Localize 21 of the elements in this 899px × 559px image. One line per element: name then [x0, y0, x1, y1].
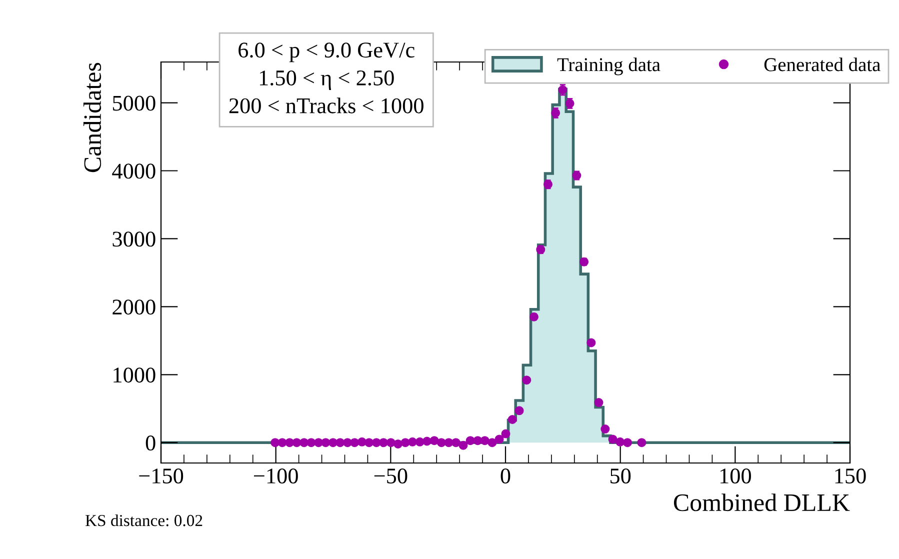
y-tick-label: 3000: [112, 232, 156, 247]
y-axis-title: Candidates: [83, 62, 102, 172]
x-tick-label: 0: [500, 468, 510, 484]
y-tick-label: 0: [146, 436, 156, 451]
x-tick-label: −150: [139, 468, 184, 484]
y-tick-label: 5000: [112, 96, 156, 111]
legend-label: Training data: [557, 58, 660, 76]
y-tick-label: 1000: [114, 368, 156, 383]
text: KS distance: 0.02: [85, 514, 202, 526]
x-tick-label: 50: [610, 468, 631, 484]
y-tick-label: 2000: [112, 300, 156, 315]
annotation: 200 < nTracks < 1000: [229, 98, 424, 114]
x-tick-label: −100: [254, 468, 298, 484]
legend-label: Generated data: [764, 58, 880, 72]
annotation: 6.0 < p < 9.0 GeV/c: [238, 42, 414, 62]
y-tick-label: 4000: [112, 164, 156, 179]
annotation: 1.50 < η < 2.50: [260, 70, 394, 90]
x-tick-label: 100: [720, 468, 751, 484]
x-tick-label: −50: [374, 468, 408, 484]
x-axis-title: Combined DLLK: [674, 494, 850, 512]
x-tick-label: 150: [835, 468, 866, 484]
